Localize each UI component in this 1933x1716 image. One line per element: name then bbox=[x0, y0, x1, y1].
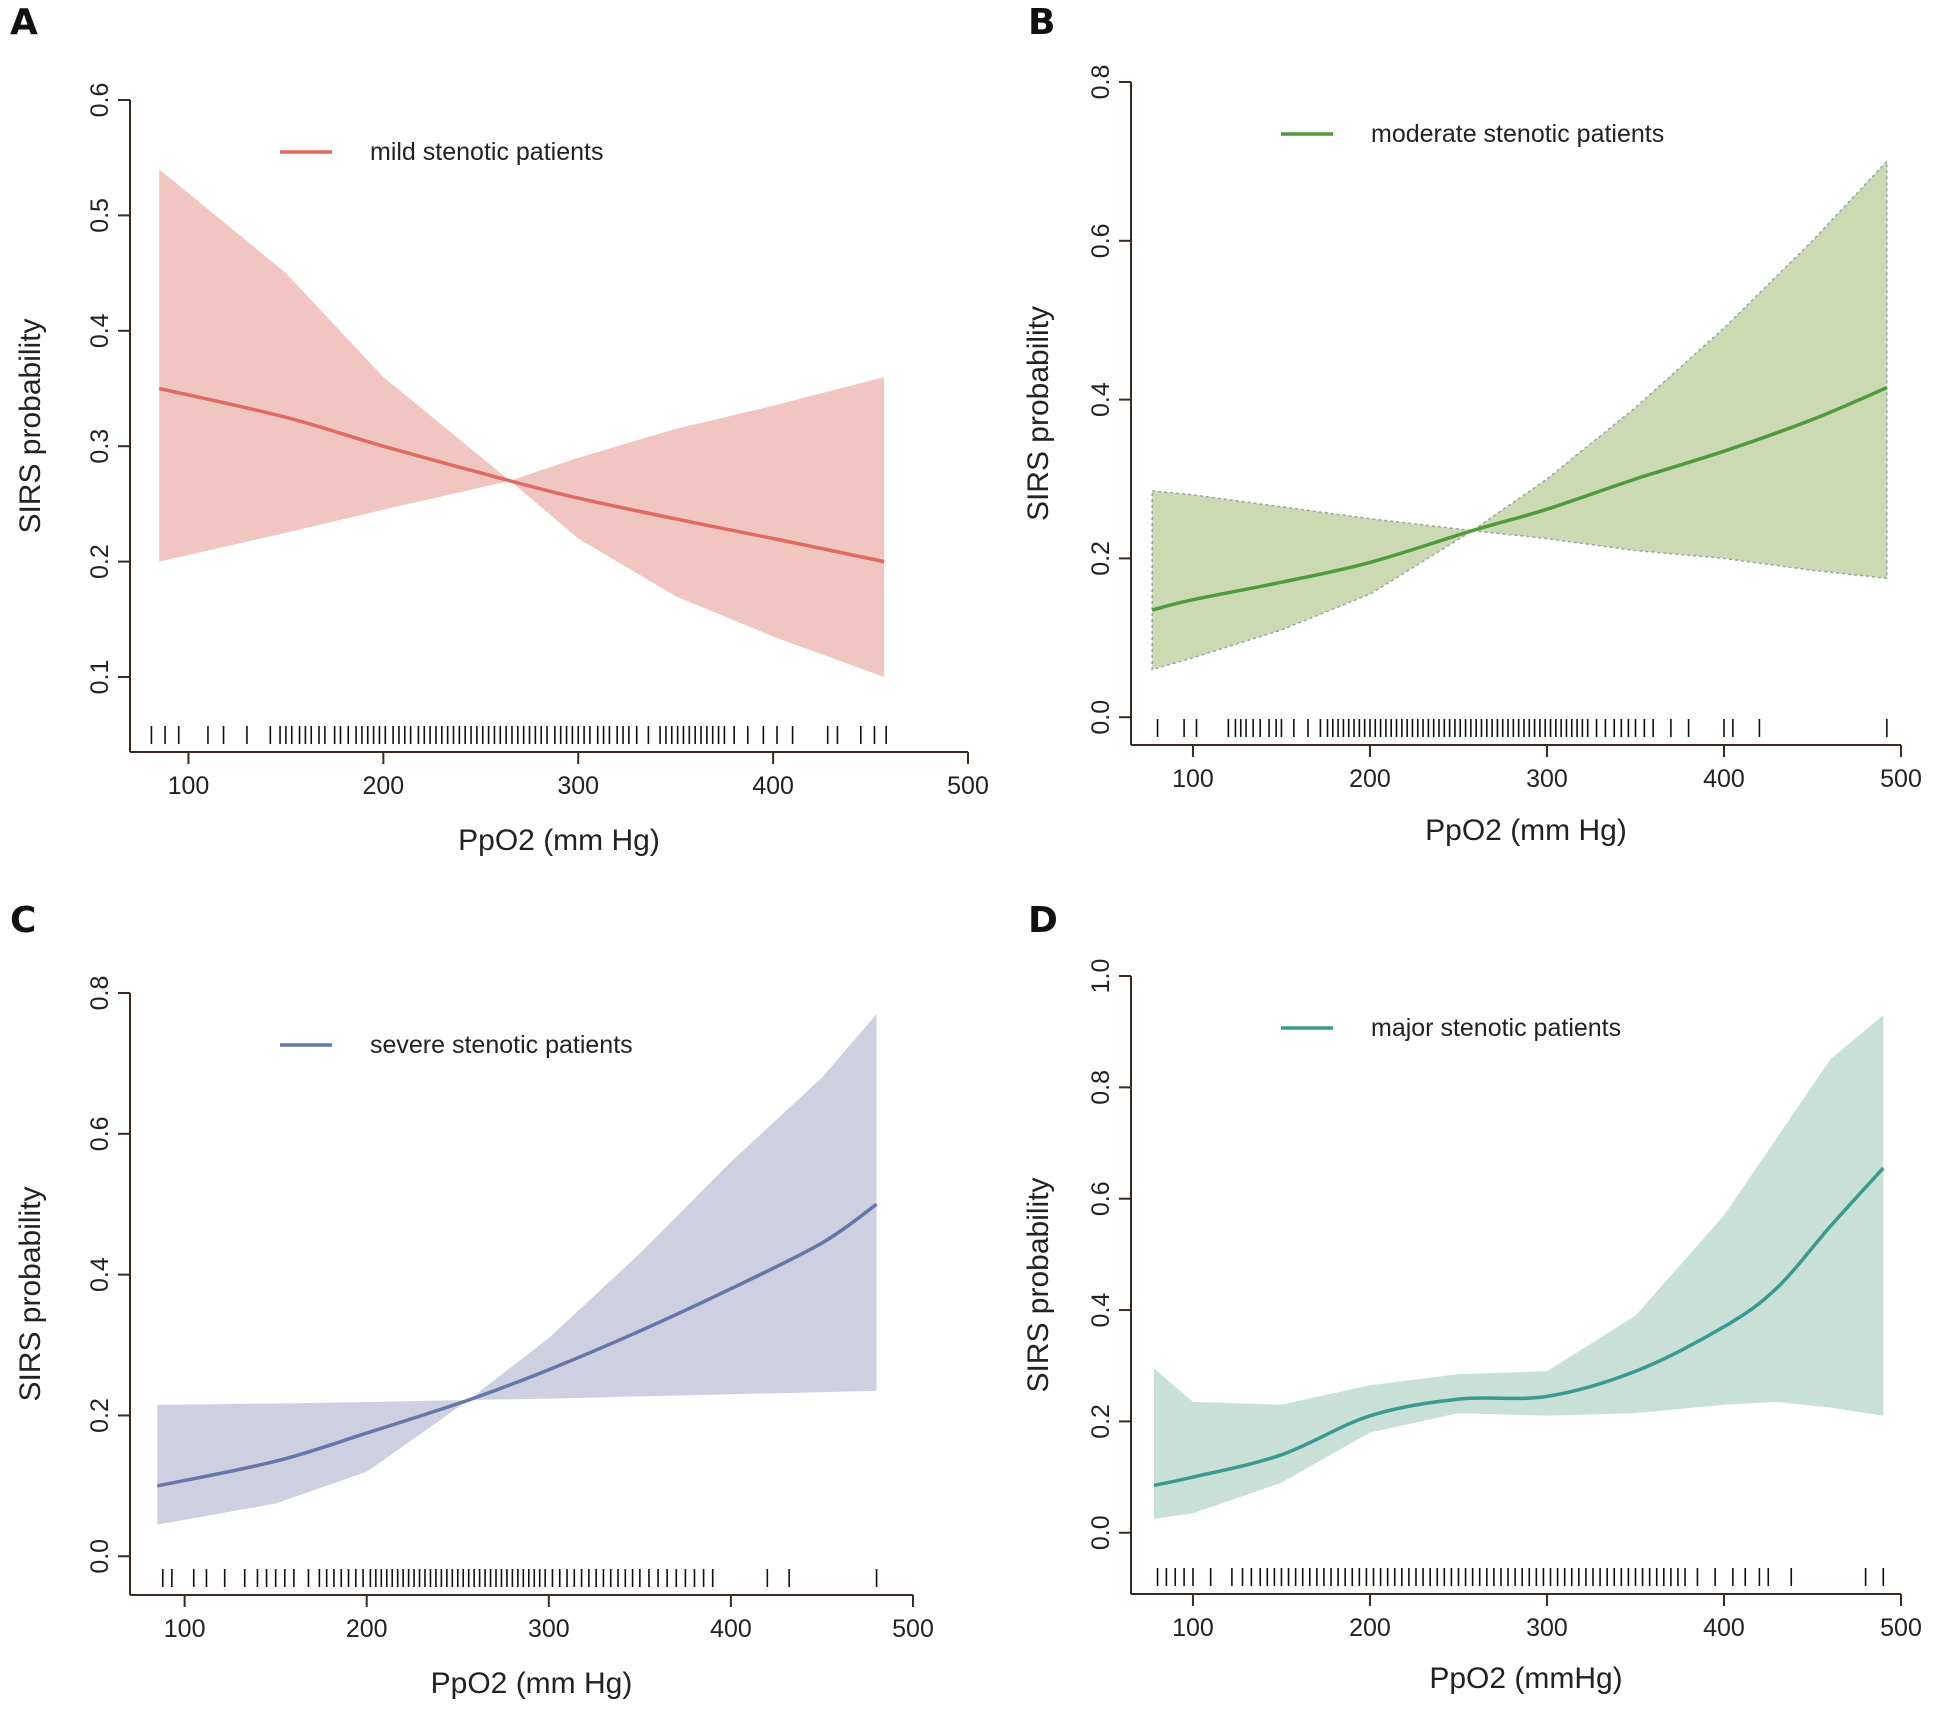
y-tick-label: 0.2 bbox=[86, 1398, 114, 1433]
y-axis-title: SIRS probability bbox=[1022, 306, 1055, 521]
y-axis-title: SIRS probability bbox=[14, 1186, 47, 1401]
chart-b: 0.0 0.2 0.4 0.6 0.8 100 200 300 400 500 PpO2 (mm H… bbox=[1022, 65, 1922, 847]
x-axis-title: PpO2 (mm Hg) bbox=[431, 1667, 633, 1700]
confidence-band bbox=[1154, 1015, 1884, 1519]
legend-label: mild stenotic patients bbox=[370, 138, 603, 166]
confidence-band bbox=[1151, 159, 1888, 671]
panel-c: C 0.0 0.2 0.4 0.6 0.8 100 200 300 400 500 PpO2 (mm… bbox=[0, 858, 966, 1716]
series-line bbox=[1153, 1166, 1885, 1488]
x-tick-label: 500 bbox=[947, 772, 989, 800]
x-tick-label: 500 bbox=[1880, 765, 1922, 793]
y-tick-label: 0.4 bbox=[86, 1257, 114, 1292]
x-tick-label: 200 bbox=[1349, 765, 1391, 793]
x-tick-label: 300 bbox=[528, 1615, 570, 1643]
confidence-band bbox=[159, 169, 885, 677]
panel-a: A 0.1 0.2 0.3 0.4 0.5 0.6 100 200 300 400 500 PpO2 … bbox=[0, 0, 989, 858]
y-tick-label: 0.0 bbox=[1087, 700, 1115, 735]
x-tick-label: 100 bbox=[1172, 1614, 1214, 1642]
y-tick-label: 0.6 bbox=[86, 83, 114, 118]
chart-a: 0.1 0.2 0.3 0.4 0.5 0.6 100 200 300 400 500 PpO2 (m… bbox=[14, 83, 989, 857]
series-line bbox=[1151, 386, 1888, 612]
series-line bbox=[156, 1202, 878, 1488]
confidence-band bbox=[157, 1014, 877, 1525]
series-line bbox=[158, 386, 885, 564]
x-axis-title: PpO2 (mm Hg) bbox=[1425, 814, 1627, 847]
y-tick-label: 0.8 bbox=[1087, 1070, 1115, 1105]
y-axis-title: SIRS probability bbox=[14, 318, 47, 533]
y-tick-label: 0.1 bbox=[86, 660, 114, 695]
x-tick-label: 500 bbox=[892, 1615, 934, 1643]
y-tick-label: 0.0 bbox=[86, 1539, 114, 1574]
x-tick-label: 100 bbox=[164, 1615, 206, 1643]
y-tick-label: 1.0 bbox=[1087, 959, 1115, 994]
y-tick-label: 0.4 bbox=[1087, 382, 1115, 417]
x-tick-label: 400 bbox=[1703, 765, 1745, 793]
legend-label: severe stenotic patients bbox=[370, 1031, 633, 1059]
y-tick-label: 0.6 bbox=[1087, 1181, 1115, 1216]
y-tick-label: 0.0 bbox=[1087, 1515, 1115, 1550]
y-tick-label: 0.8 bbox=[86, 976, 114, 1011]
x-tick-label: 300 bbox=[1526, 765, 1568, 793]
x-axis-title: PpO2 (mmHg) bbox=[1429, 1662, 1622, 1695]
y-tick-label: 0.2 bbox=[86, 544, 114, 579]
y-tick-label: 0.6 bbox=[86, 1116, 114, 1151]
y-tick-label: 0.5 bbox=[86, 198, 114, 233]
x-tick-label: 500 bbox=[1880, 1614, 1922, 1642]
y-tick-label: 0.8 bbox=[1087, 65, 1115, 100]
chart-c: 0.0 0.2 0.4 0.6 0.8 100 200 300 400 500 PpO2 (mm H… bbox=[14, 976, 934, 1700]
panel-d: D 0.0 0.2 0.4 0.6 0.8 1.0 100 200 300 400 500 PpO2 … bbox=[1008, 858, 1933, 1716]
y-tick-label: 0.2 bbox=[1087, 541, 1115, 576]
y-tick-label: 0.3 bbox=[86, 429, 114, 464]
panel-b: B 0.0 0.2 0.4 0.6 0.8 100 200 300 400 500 PpO2 (mm… bbox=[1008, 0, 1933, 858]
x-tick-label: 400 bbox=[710, 1615, 752, 1643]
x-tick-label: 100 bbox=[1172, 765, 1214, 793]
x-axis-title: PpO2 (mm Hg) bbox=[458, 824, 660, 857]
y-tick-label: 0.6 bbox=[1087, 223, 1115, 258]
y-tick-label: 0.4 bbox=[1087, 1293, 1115, 1328]
panel-letter-a: A bbox=[10, 2, 38, 43]
y-tick-label: 0.4 bbox=[86, 313, 114, 348]
x-tick-label: 200 bbox=[346, 1615, 388, 1643]
legend-label: major stenotic patients bbox=[1371, 1014, 1621, 1042]
x-tick-label: 100 bbox=[168, 772, 210, 800]
panel-letter-b: B bbox=[1028, 2, 1056, 43]
x-tick-label: 300 bbox=[557, 772, 599, 800]
x-tick-label: 200 bbox=[362, 772, 404, 800]
panel-letter-d: D bbox=[1028, 900, 1058, 941]
x-tick-label: 300 bbox=[1526, 1614, 1568, 1642]
x-tick-label: 400 bbox=[752, 772, 794, 800]
x-tick-label: 200 bbox=[1349, 1614, 1391, 1642]
panel-letter-c: C bbox=[10, 900, 37, 941]
x-tick-label: 400 bbox=[1703, 1614, 1745, 1642]
y-axis-title: SIRS probability bbox=[1022, 1177, 1055, 1392]
y-tick-label: 0.2 bbox=[1087, 1404, 1115, 1439]
legend-label: moderate stenotic patients bbox=[1371, 120, 1664, 148]
chart-d: 0.0 0.2 0.4 0.6 0.8 1.0 100 200 300 400 500 PpO2 (m… bbox=[1022, 959, 1922, 1695]
